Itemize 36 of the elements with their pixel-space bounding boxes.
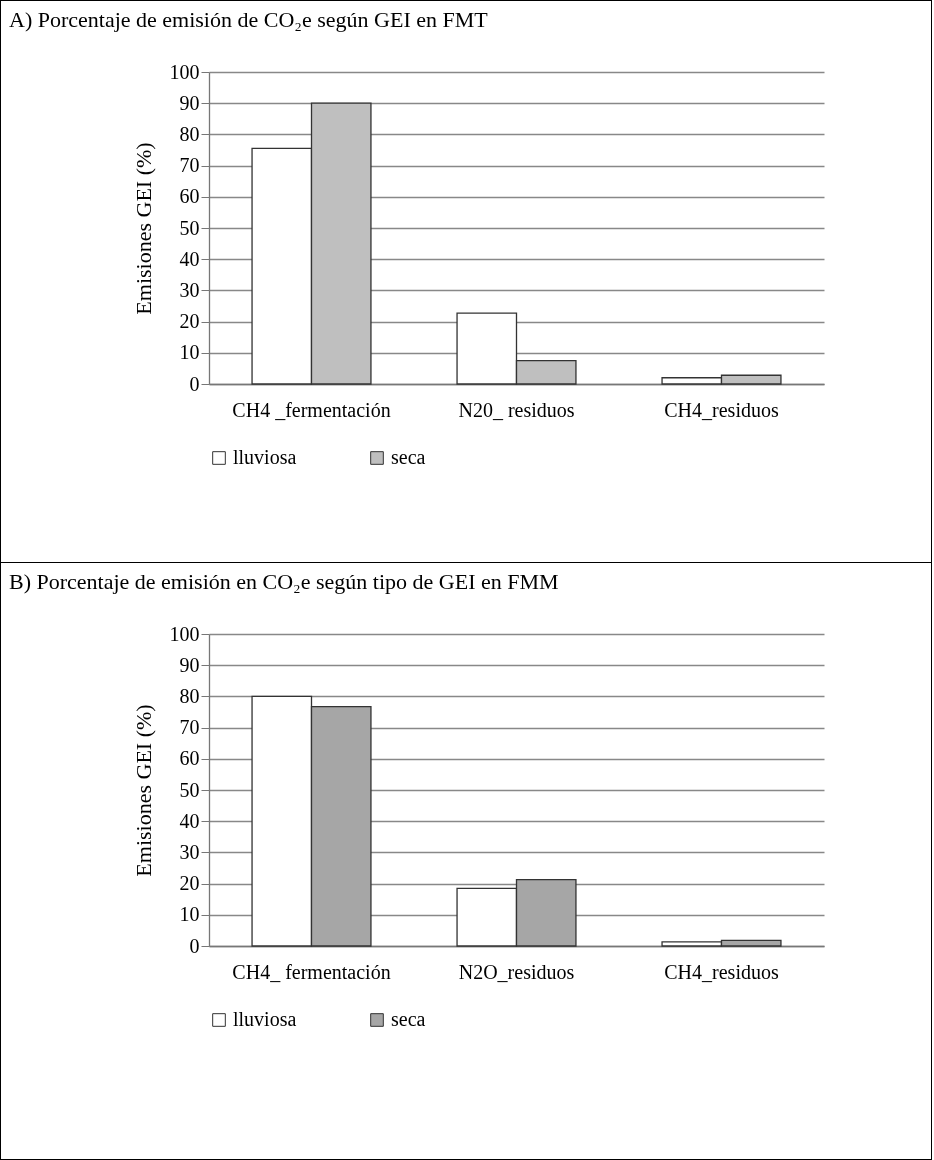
y-tick-label: 60 [179,747,200,770]
x-tick-label: CH4_residuos [664,398,779,421]
y-tick-label: 100 [169,60,200,83]
y-tick-label: 20 [179,310,200,333]
legend-label: seca [391,1008,426,1030]
y-tick-label: 50 [179,216,200,239]
y-tick-label: 40 [179,809,200,832]
y-tick-label: 90 [179,91,200,114]
y-tick-label: 80 [179,684,200,707]
chart-title: B) Porcentaje de emisión en CO₂e según tipo de GEI en FMM [9,569,559,594]
x-tick-label: CH4_residuos [664,960,779,983]
y-tick-label: 40 [179,247,200,270]
y-tick-label: 100 [169,622,200,645]
legend-label: lluviosa [233,1008,297,1030]
y-tick-label: 30 [179,278,200,301]
y-tick-label: 20 [179,872,200,895]
y-tick-label: 70 [179,154,200,177]
y-tick-label: 60 [179,185,200,208]
x-tick-label: N2O_residuos [458,960,575,983]
y-tick-label: 10 [179,903,200,926]
y-tick-label: 50 [179,778,200,801]
chart-title: A) Porcentaje de emisión de CO₂e según GEI en FMT [9,7,489,32]
x-tick-label: N20_ residuos [458,398,575,421]
y-tick-label: 0 [189,934,200,957]
legend-label: lluviosa [233,446,297,468]
x-tick-label: CH4_ fermentación [232,960,391,983]
x-tick-label: CH4 _fermentación [232,398,391,421]
y-axis-title: Emisiones GEI (%) [130,142,156,315]
y-tick-label: 80 [179,122,200,145]
y-tick-label: 70 [179,716,200,739]
y-tick-label: 10 [179,341,200,364]
y-tick-label: 90 [179,653,200,676]
y-axis-title: Emisiones GEI (%) [130,704,156,877]
legend-label: seca [391,446,426,468]
y-tick-label: 0 [189,372,200,395]
y-tick-label: 30 [179,840,200,863]
